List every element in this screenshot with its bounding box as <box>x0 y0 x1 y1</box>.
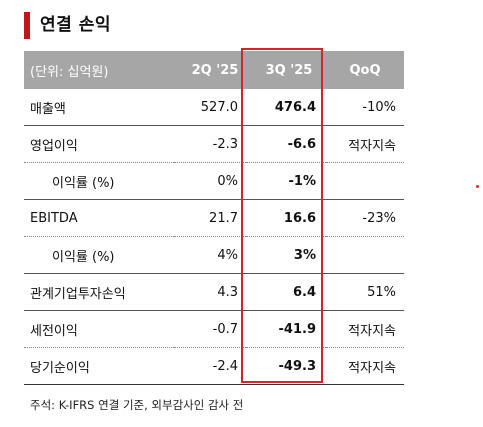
cell-qoq: -23% <box>326 199 404 237</box>
red-dot-marker <box>476 185 479 188</box>
table-row: 이익률 (%) 0% -1% <box>24 162 404 200</box>
row-label: 관계기업투자손익 <box>24 273 174 311</box>
table-row: 영업이익 -2.3 -6.6 적자지속 <box>24 125 404 163</box>
row-label: 세전이익 <box>24 310 174 348</box>
table-row: 세전이익 -0.7 -41.9 적자지속 <box>24 310 404 348</box>
cell-2q25: 527.0 <box>174 89 246 126</box>
income-statement-table: (단위: 십억원) 2Q '25 3Q '25 QoQ 매출액 527.0 47… <box>24 51 404 385</box>
row-label: 이익률 (%) <box>24 162 174 200</box>
row-label: EBITDA <box>24 199 174 237</box>
cell-qoq: 적자지속 <box>326 125 404 163</box>
row-label: 매출액 <box>24 89 174 126</box>
cell-qoq <box>326 236 404 274</box>
cell-2q25: 0% <box>174 162 246 200</box>
cell-3q25: 6.4 <box>246 273 326 311</box>
table-row: 이익률 (%) 4% 3% <box>24 236 404 274</box>
cell-3q25: -1% <box>246 162 326 200</box>
table-header-row: (단위: 십억원) 2Q '25 3Q '25 QoQ <box>24 51 404 89</box>
cell-qoq <box>326 162 404 200</box>
row-label: 당기순이익 <box>24 347 174 385</box>
table-row: 매출액 527.0 476.4 -10% <box>24 89 404 126</box>
cell-qoq: 적자지속 <box>326 310 404 348</box>
cell-3q25: 476.4 <box>246 89 326 126</box>
cell-2q25: 4.3 <box>174 273 246 311</box>
header-qoq: QoQ <box>326 51 404 89</box>
table-row: 관계기업투자손익 4.3 6.4 51% <box>24 273 404 311</box>
cell-2q25: -0.7 <box>174 310 246 348</box>
table-row: EBITDA 21.7 16.6 -23% <box>24 199 404 237</box>
row-label: 영업이익 <box>24 125 174 163</box>
cell-qoq: 적자지속 <box>326 347 404 385</box>
cell-3q25: 3% <box>246 236 326 274</box>
page-title: 연결 손익 <box>40 15 111 35</box>
header-3q25: 3Q '25 <box>246 51 326 89</box>
cell-3q25: -49.3 <box>246 347 326 385</box>
table-row: 당기순이익 -2.4 -49.3 적자지속 <box>24 347 404 385</box>
header-2q25: 2Q '25 <box>174 51 246 89</box>
cell-qoq: 51% <box>326 273 404 311</box>
cell-2q25: 4% <box>174 236 246 274</box>
cell-3q25: -41.9 <box>246 310 326 348</box>
footnote: 주석: K-IFRS 연결 기준, 외부감사인 감사 전 <box>30 398 244 412</box>
cell-2q25: -2.3 <box>174 125 246 163</box>
title-accent-bar <box>24 12 30 39</box>
cell-2q25: -2.4 <box>174 347 246 385</box>
cell-2q25: 21.7 <box>174 199 246 237</box>
header-unit: (단위: 십억원) <box>24 51 174 89</box>
cell-qoq: -10% <box>326 89 404 126</box>
cell-3q25: 16.6 <box>246 199 326 237</box>
cell-3q25: -6.6 <box>246 125 326 163</box>
row-label: 이익률 (%) <box>24 236 174 274</box>
